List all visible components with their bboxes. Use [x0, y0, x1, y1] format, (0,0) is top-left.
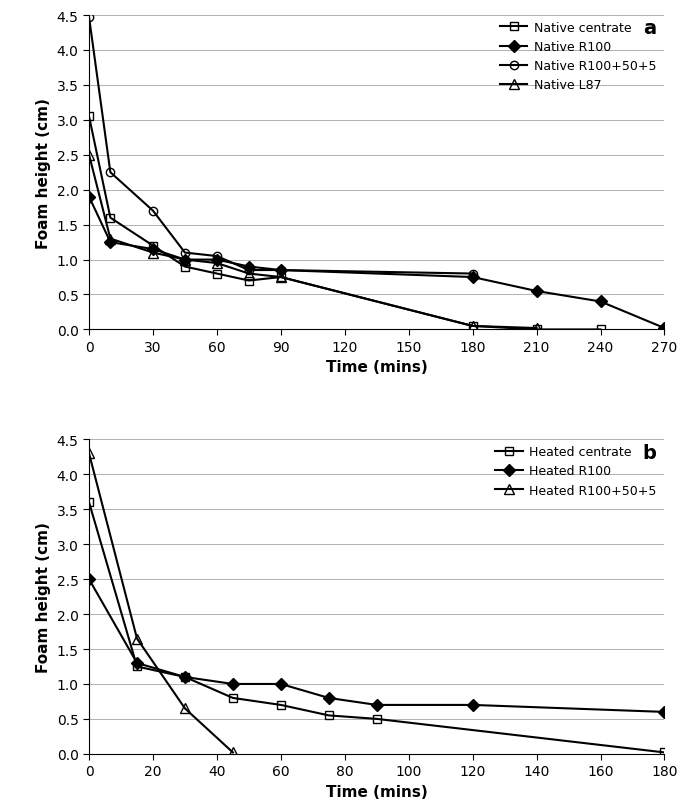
Native R100+50+5 [181, 249, 189, 258]
Heated R100 [181, 672, 189, 682]
Native R100 [245, 262, 253, 272]
Native R100 [213, 255, 221, 265]
Native centrate [106, 213, 114, 223]
Native centrate [181, 262, 189, 272]
Heated R100 [373, 700, 381, 710]
Native L87 [532, 324, 540, 334]
Native R100 [532, 287, 540, 297]
Native L87 [85, 151, 93, 160]
Heated centrate [373, 715, 381, 724]
Native centrate [277, 273, 285, 282]
Native R100+50+5 [277, 266, 285, 276]
Heated R100 [660, 707, 669, 717]
Line: Heated R100: Heated R100 [85, 575, 669, 716]
Heated R100+50+5 [133, 634, 141, 643]
Native R100+50+5 [213, 252, 221, 261]
Heated R100+50+5 [85, 449, 93, 459]
Heated centrate [85, 498, 93, 508]
Y-axis label: Foam height (cm): Foam height (cm) [36, 521, 51, 672]
Native R100 [597, 298, 605, 307]
Heated centrate [181, 672, 189, 682]
Heated R100 [133, 658, 141, 668]
Native R100 [469, 273, 477, 282]
Native R100+50+5 [469, 269, 477, 279]
Native centrate [85, 112, 93, 122]
Line: Heated centrate: Heated centrate [85, 499, 669, 756]
Heated R100 [325, 693, 333, 703]
Native L87 [213, 259, 221, 269]
Heated R100 [229, 679, 237, 689]
Native L87 [106, 234, 114, 244]
Native L87 [277, 273, 285, 282]
Heated centrate [133, 662, 141, 671]
Heated centrate [325, 711, 333, 720]
Native R100 [149, 245, 157, 254]
X-axis label: Time (mins): Time (mins) [326, 784, 427, 799]
Native R100+50+5 [106, 168, 114, 178]
Native centrate [532, 325, 540, 334]
Native R100 [181, 255, 189, 265]
Text: b: b [642, 443, 656, 462]
Native R100+50+5 [85, 14, 93, 23]
Heated centrate [660, 747, 669, 757]
Line: Native L87: Native L87 [84, 151, 541, 334]
Native R100 [277, 266, 285, 276]
Legend: Heated centrate, Heated R100, Heated R100+50+5: Heated centrate, Heated R100, Heated R10… [493, 443, 659, 500]
Native L87 [149, 249, 157, 258]
Y-axis label: Foam height (cm): Foam height (cm) [36, 98, 51, 249]
Heated R100+50+5 [229, 747, 237, 757]
Native centrate [149, 241, 157, 251]
Heated centrate [277, 700, 285, 710]
Heated centrate [229, 693, 237, 703]
Native R100 [660, 324, 669, 334]
Native L87 [469, 322, 477, 331]
Native R100 [106, 238, 114, 248]
Text: a: a [643, 19, 656, 38]
Line: Native centrate: Native centrate [85, 113, 605, 334]
Native centrate [469, 322, 477, 331]
Line: Native R100: Native R100 [85, 193, 669, 333]
Native L87 [245, 269, 253, 279]
Native centrate [597, 325, 605, 334]
Heated R100 [85, 575, 93, 585]
Heated R100 [277, 679, 285, 689]
Legend: Native centrate, Native R100, Native R100+50+5, Native L87: Native centrate, Native R100, Native R10… [497, 19, 659, 95]
Native R100+50+5 [245, 266, 253, 276]
Native L87 [181, 255, 189, 265]
Line: Native R100+50+5: Native R100+50+5 [85, 14, 477, 278]
Heated R100+50+5 [181, 703, 189, 713]
Heated R100 [469, 700, 477, 710]
X-axis label: Time (mins): Time (mins) [326, 360, 427, 375]
Native R100+50+5 [149, 207, 157, 217]
Line: Heated R100+50+5: Heated R100+50+5 [84, 449, 238, 757]
Native R100 [85, 192, 93, 202]
Native centrate [213, 269, 221, 279]
Native centrate [245, 277, 253, 286]
